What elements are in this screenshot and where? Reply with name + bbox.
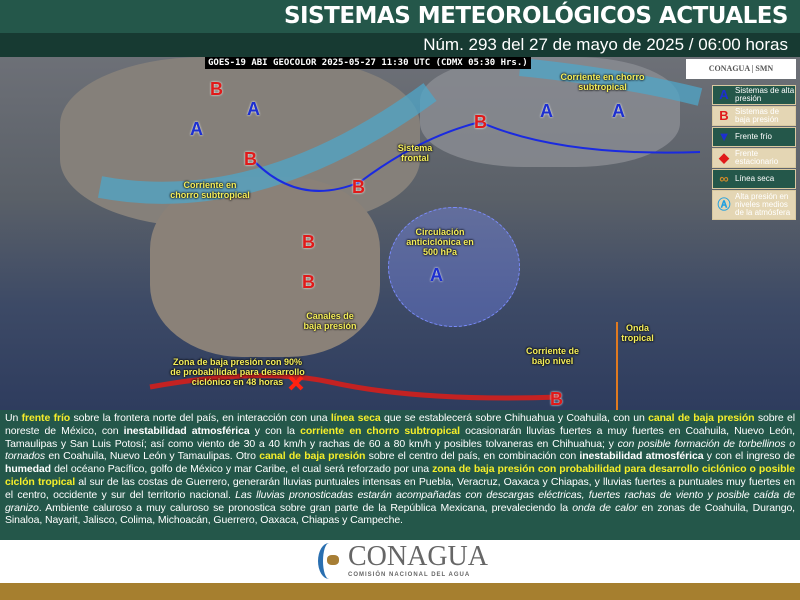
- legend-dry-line: ∞ Línea seca: [712, 169, 796, 189]
- label-tropical-wave: Onda tropical: [621, 323, 654, 343]
- subtropical-jet-arrow: [97, 83, 437, 204]
- high-pressure-marker: A: [247, 99, 260, 119]
- footer: CONAGUA COMISIÓN NACIONAL DEL AGUA: [0, 540, 800, 583]
- high-pressure-icon: A: [719, 87, 729, 102]
- low-pressure-marker: B: [302, 232, 315, 252]
- conagua-logo: CONAGUA COMISIÓN NACIONAL DEL AGUA: [318, 543, 488, 579]
- map-overlay: [97, 58, 703, 410]
- low-pressure-icon: B: [719, 108, 729, 123]
- low-pressure-marker: B: [302, 272, 315, 292]
- high-pressure-marker: A: [540, 101, 553, 121]
- conagua-smn-logos: CONAGUA | SMN: [686, 59, 796, 79]
- cold-front-icon: ▼: [717, 129, 731, 144]
- low-pressure-marker: B: [474, 112, 487, 132]
- cold-front: [254, 121, 481, 192]
- dry-line-icon: ∞: [719, 171, 729, 186]
- bulletin-subtitle: Núm. 293 del 27 de mayo de 2025 / 06:00 …: [0, 33, 800, 57]
- low-pressure-marker: B: [244, 149, 257, 169]
- satellite-map: GOES-19 ABI GEOCOLOR 2025-05-27 11:30 UT…: [0, 57, 800, 410]
- stationary-front: [479, 121, 701, 154]
- map-legend: A Sistemas de alta presión B Sistemas de b…: [712, 85, 796, 221]
- low-pressure-marker: B: [550, 389, 563, 409]
- label-low-pressure-zone: Zona de baja presión con 90% de probabil…: [170, 357, 305, 387]
- page-title: SISTEMAS METEOROLÓGICOS ACTUALES: [0, 0, 800, 33]
- low-pressure-marker: B: [210, 79, 223, 99]
- satellite-caption: GOES-19 ABI GEOCOLOR 2025-05-27 11:30 UT…: [205, 57, 531, 69]
- label-jet-ne: Corriente en chorro subtropical: [560, 72, 645, 92]
- mid-level-high-icon: Ⓐ: [717, 197, 731, 212]
- forecast-text: Un frente frío sobre la frontera norte d…: [0, 410, 800, 540]
- label-anticyclonic-circulation: Circulación anticiclónica en 500 hPa: [406, 227, 474, 257]
- low-pressure-marker: B: [352, 177, 365, 197]
- land-mexico: [150, 177, 380, 357]
- low-pressure-trough: [149, 373, 561, 401]
- conagua-drop-icon: [318, 543, 340, 579]
- legend-stationary-front: ◆ Frente estacionario: [712, 148, 796, 168]
- high-pressure-marker: A: [612, 101, 625, 121]
- legend-cold-front: ▼ Frente frío: [712, 127, 796, 147]
- high-pressure-marker: A: [190, 119, 203, 139]
- anticyclone-circle: [388, 207, 520, 327]
- jet-arrow-ne: [519, 58, 703, 106]
- stationary-front-icon: ◆: [719, 150, 729, 165]
- legend-low: B Sistemas de baja presión: [712, 106, 796, 126]
- high-pressure-marker: A: [430, 265, 443, 285]
- label-low-level-current: Corriente de bajo nivel: [525, 346, 579, 366]
- label-frontal-system: Sistema frontal: [397, 143, 433, 163]
- label-subtropical-jet: Corriente en chorro subtropical: [170, 180, 250, 200]
- label-low-pressure-troughs: Canales de baja presión: [303, 311, 357, 331]
- footer-bar: [0, 583, 800, 600]
- legend-mid-level-high: Ⓐ Alta presión en niveles medios de la at…: [712, 190, 796, 220]
- low-pressure-x: [288, 375, 304, 391]
- legend-high: A Sistemas de alta presión: [712, 85, 796, 105]
